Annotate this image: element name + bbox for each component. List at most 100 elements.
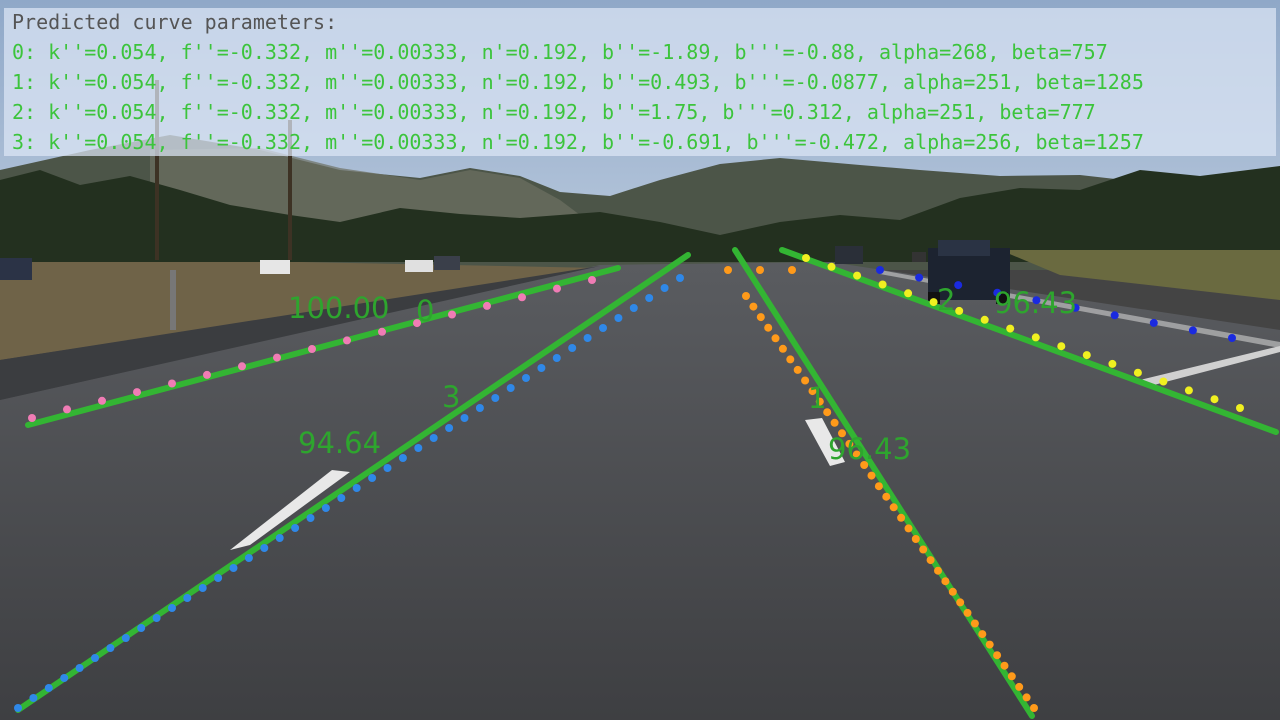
lane-2-point	[1031, 333, 1040, 342]
lane-3-point	[645, 294, 654, 302]
extra-point	[954, 281, 963, 290]
lane-2-curve	[779, 247, 1279, 435]
lane-0-point	[238, 362, 246, 371]
lane-3-point	[121, 634, 130, 642]
lane-1-point	[963, 608, 972, 617]
extra-point	[1228, 334, 1236, 342]
lane-3-point	[491, 394, 500, 402]
lane-1-point	[808, 387, 817, 396]
lane-1-point	[889, 503, 898, 512]
lane-1-point	[860, 461, 869, 469]
lane-2-point	[853, 271, 862, 280]
lane-2-score: 96.43	[994, 286, 1078, 320]
lane-2-point	[1133, 368, 1142, 377]
lane-2-point	[929, 298, 938, 307]
lane-3-point	[676, 274, 684, 282]
lane-1-point	[749, 302, 758, 311]
extra-point	[1071, 303, 1080, 312]
lane-3-point	[275, 534, 284, 542]
lane-1-point	[993, 651, 1002, 660]
lane-0-point	[378, 327, 386, 336]
lane-1-point	[838, 429, 846, 438]
lane-1-point	[1015, 682, 1024, 691]
lane-3-point	[106, 644, 115, 652]
extra-point	[876, 266, 884, 274]
lane-1-point	[897, 513, 906, 522]
trees	[0, 166, 1280, 262]
lane-0-point	[448, 310, 456, 319]
lane-1-point	[724, 266, 732, 274]
predicted-lane-curves	[15, 247, 1279, 719]
lane-1-point	[742, 292, 750, 300]
lane-3-point	[629, 304, 638, 312]
lane-1-point	[815, 397, 824, 406]
lane-1-point	[926, 556, 935, 565]
lane-3-point	[552, 354, 561, 362]
lane-3-point	[306, 514, 315, 522]
lane-1-point	[978, 630, 987, 639]
lane-2-point	[1082, 351, 1091, 360]
lane-0-point	[133, 388, 141, 397]
grass-left	[0, 262, 600, 360]
lane-0-point	[553, 284, 561, 293]
parameters-overlay: Predicted curve parameters: 0: k''=0.054…	[4, 8, 1276, 156]
lane-1-point	[948, 587, 957, 596]
lane-2-point	[904, 289, 913, 298]
lane-2-point	[878, 280, 887, 289]
lane-3-point	[91, 654, 99, 662]
lane-0-point	[63, 405, 71, 414]
lane-2-point	[1184, 386, 1193, 395]
lane-3-point	[383, 464, 392, 472]
lane-3-point	[321, 504, 330, 512]
lane-3-point	[445, 424, 454, 432]
lane-1-point	[823, 408, 832, 417]
lane-1-point	[934, 566, 942, 575]
lane-0-point	[518, 293, 526, 302]
lane-1-point	[882, 492, 891, 501]
lane-2-id: 2	[937, 283, 956, 317]
lane-3-point	[244, 554, 253, 562]
lane-0-score: 100.00	[288, 291, 390, 325]
lane-3-point	[168, 604, 176, 612]
lane-3-point	[75, 664, 84, 672]
lane-0-point	[343, 336, 351, 345]
lane-1-point	[1022, 693, 1031, 702]
lane-1-point	[904, 524, 913, 533]
ground-truth-points	[14, 254, 1244, 712]
lane-1-point	[1007, 672, 1016, 681]
lane-2-point	[980, 315, 989, 324]
lane-3-point	[475, 404, 484, 412]
lane-3-point	[599, 324, 607, 332]
lane-0-point	[273, 353, 281, 362]
lane-2-point	[955, 306, 964, 315]
lane-2-point	[1108, 359, 1117, 368]
lane-0-point	[413, 319, 421, 328]
overlay-line-1: 1: k''=0.054, f''=-0.332, m''=0.00333, n…	[12, 70, 1144, 94]
lane-3-point	[60, 674, 69, 682]
lane-3-point	[198, 584, 207, 592]
lane-2-point	[1057, 342, 1066, 351]
lane-1-score: 96.43	[828, 432, 912, 466]
extra-point	[1032, 296, 1041, 305]
extra-point	[1149, 318, 1158, 327]
lane-3-point	[29, 694, 38, 702]
lane-3-point	[660, 284, 669, 292]
lane-1-point	[830, 418, 839, 427]
lane-0-point	[203, 370, 211, 379]
lane-3-point	[44, 684, 53, 692]
extra-point	[1110, 311, 1119, 320]
lane-1-point	[756, 313, 765, 322]
lane-3-point	[337, 494, 346, 502]
lane-3-point	[583, 334, 592, 342]
lane-1-point	[771, 334, 780, 343]
lane-2-point	[1210, 395, 1219, 404]
lane-3-point	[291, 524, 300, 532]
lane-3-point	[522, 374, 530, 382]
lane-1-curve	[732, 247, 1035, 719]
lane-3-point	[152, 614, 161, 622]
lane-3-point	[183, 594, 192, 602]
lane-1-point	[911, 535, 920, 543]
lane-1-point	[778, 344, 787, 353]
lane-1-point	[956, 598, 965, 607]
